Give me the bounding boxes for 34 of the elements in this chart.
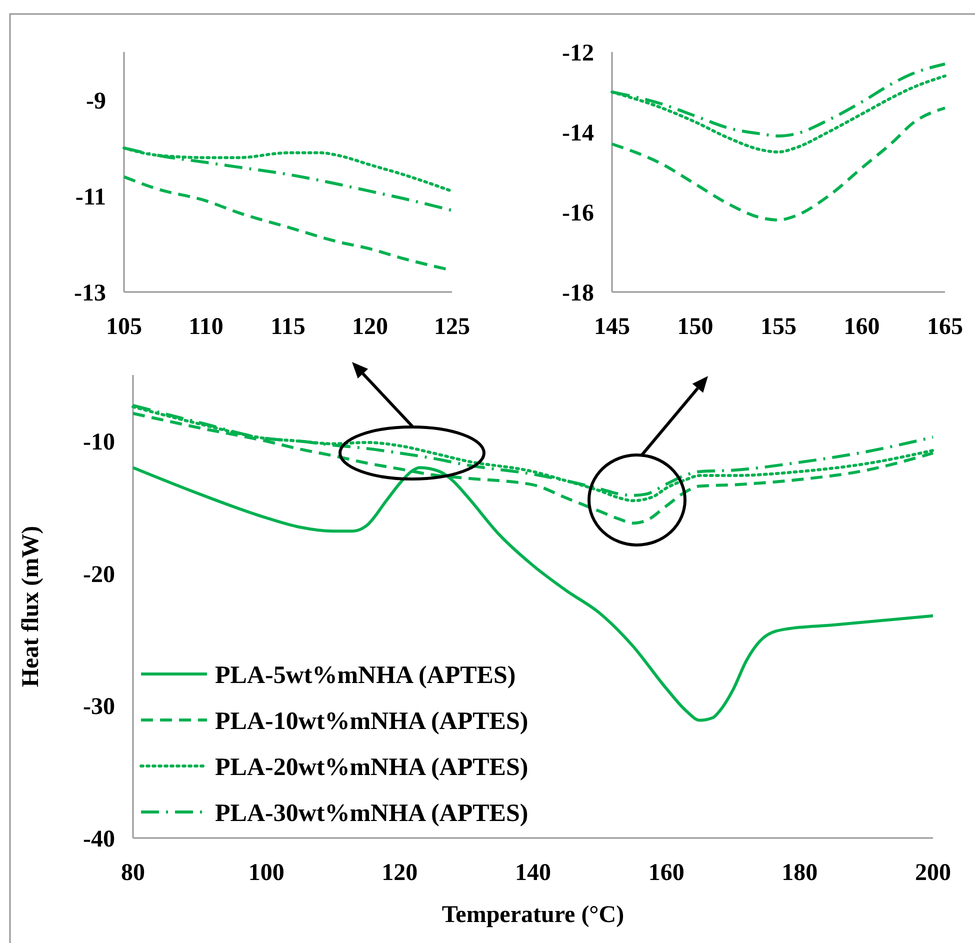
x-tick-label: 160: [844, 314, 880, 340]
x-tick-label: 165: [927, 314, 963, 340]
x-tick-label: 125: [434, 314, 470, 340]
x-tick-label: 155: [760, 314, 796, 340]
x-tick-label: 115: [270, 314, 306, 340]
x-tick-label: 120: [382, 860, 418, 886]
legend-label: PLA-10wt%mNHA (APTES): [215, 708, 528, 735]
x-tick-label: 160: [648, 860, 684, 886]
legend-label: PLA-20wt%mNHA (APTES): [215, 754, 528, 781]
y-tick-label: -10: [83, 430, 115, 456]
x-tick-label: 80: [121, 860, 145, 886]
y-axis-title: Heat flux (mW): [18, 526, 44, 688]
x-axis-title: Temperature (°C): [442, 902, 624, 928]
x-tick-label: 120: [352, 314, 388, 340]
x-tick-label: 150: [677, 314, 714, 340]
x-tick-label: 145: [594, 314, 630, 340]
y-tick-label: -16: [562, 200, 594, 226]
x-tick-label: 100: [248, 860, 284, 886]
x-tick-label: 180: [782, 860, 818, 886]
x-tick-label: 110: [188, 314, 224, 340]
legend-label: PLA-30wt%mNHA (APTES): [215, 800, 528, 827]
x-tick-label: 200: [915, 860, 951, 886]
y-tick-label: -40: [83, 826, 115, 852]
y-tick-label: -11: [75, 184, 106, 210]
y-tick-label: -14: [562, 120, 594, 146]
y-tick-label: -12: [562, 40, 594, 66]
y-tick-label: -9: [86, 88, 106, 114]
y-tick-label: -13: [74, 280, 106, 306]
x-tick-label: 105: [106, 314, 142, 340]
x-tick-label: 140: [515, 860, 551, 886]
legend-label: PLA-5wt%mNHA (APTES): [215, 662, 516, 689]
y-tick-label: -18: [562, 280, 594, 306]
y-tick-label: -30: [83, 694, 115, 720]
y-tick-label: -20: [83, 562, 115, 588]
